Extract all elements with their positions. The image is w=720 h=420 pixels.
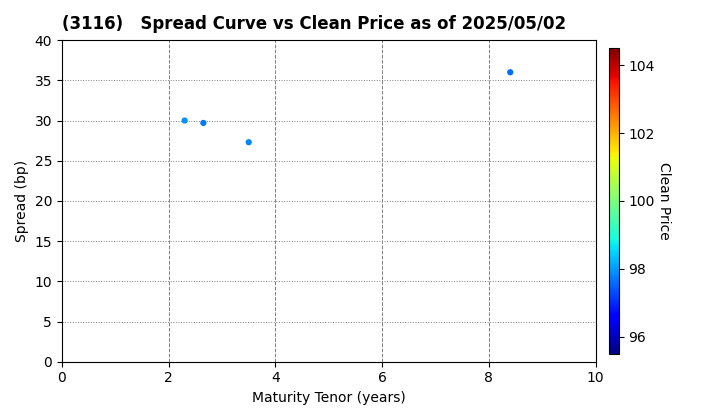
Point <box>505 69 516 76</box>
Point <box>243 139 254 146</box>
Y-axis label: Clean Price: Clean Price <box>657 162 672 240</box>
Y-axis label: Spread (bp): Spread (bp) <box>15 160 29 242</box>
X-axis label: Maturity Tenor (years): Maturity Tenor (years) <box>252 391 405 405</box>
Text: (3116)   Spread Curve vs Clean Price as of 2025/05/02: (3116) Spread Curve vs Clean Price as of… <box>62 15 566 33</box>
Point <box>179 117 190 124</box>
Point <box>197 120 209 126</box>
